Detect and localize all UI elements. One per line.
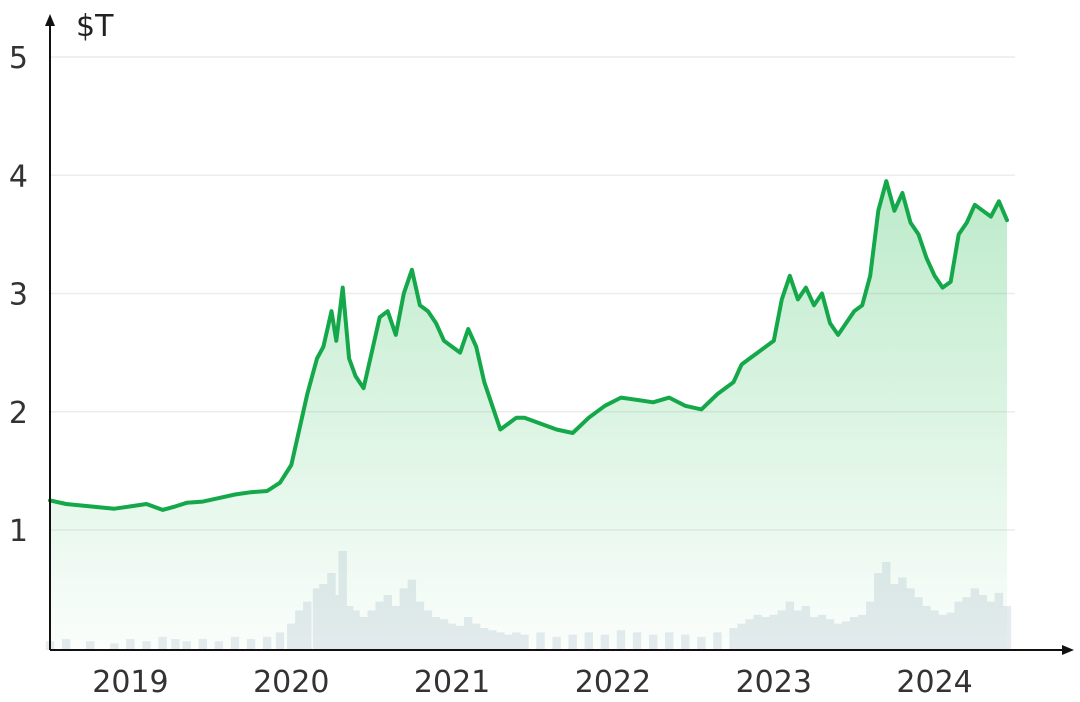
y-axis-arrow-icon <box>45 14 55 26</box>
x-tick-label: 2024 <box>896 665 972 700</box>
x-axis-arrow-icon <box>1062 645 1074 655</box>
y-tick-label: 4 <box>9 159 28 194</box>
axes <box>45 14 1074 655</box>
y-tick-label: 5 <box>9 41 28 76</box>
x-tick-label: 2022 <box>575 665 651 700</box>
y-tick-label: 2 <box>9 396 28 431</box>
series-area <box>50 181 1007 650</box>
x-tick-label: 2020 <box>253 665 329 700</box>
x-tick-labels: 2019 2020 2021 2022 2023 2024 <box>92 665 973 700</box>
x-tick-label: 2019 <box>92 665 168 700</box>
y-axis-unit-label: $T <box>76 9 114 44</box>
y-tick-labels: 1 2 3 4 5 <box>9 41 28 549</box>
y-tick-label: 1 <box>9 514 28 549</box>
y-tick-label: 3 <box>9 278 28 313</box>
series-line <box>48 179 1009 512</box>
x-tick-label: 2023 <box>736 665 812 700</box>
x-tick-label: 2021 <box>414 665 490 700</box>
